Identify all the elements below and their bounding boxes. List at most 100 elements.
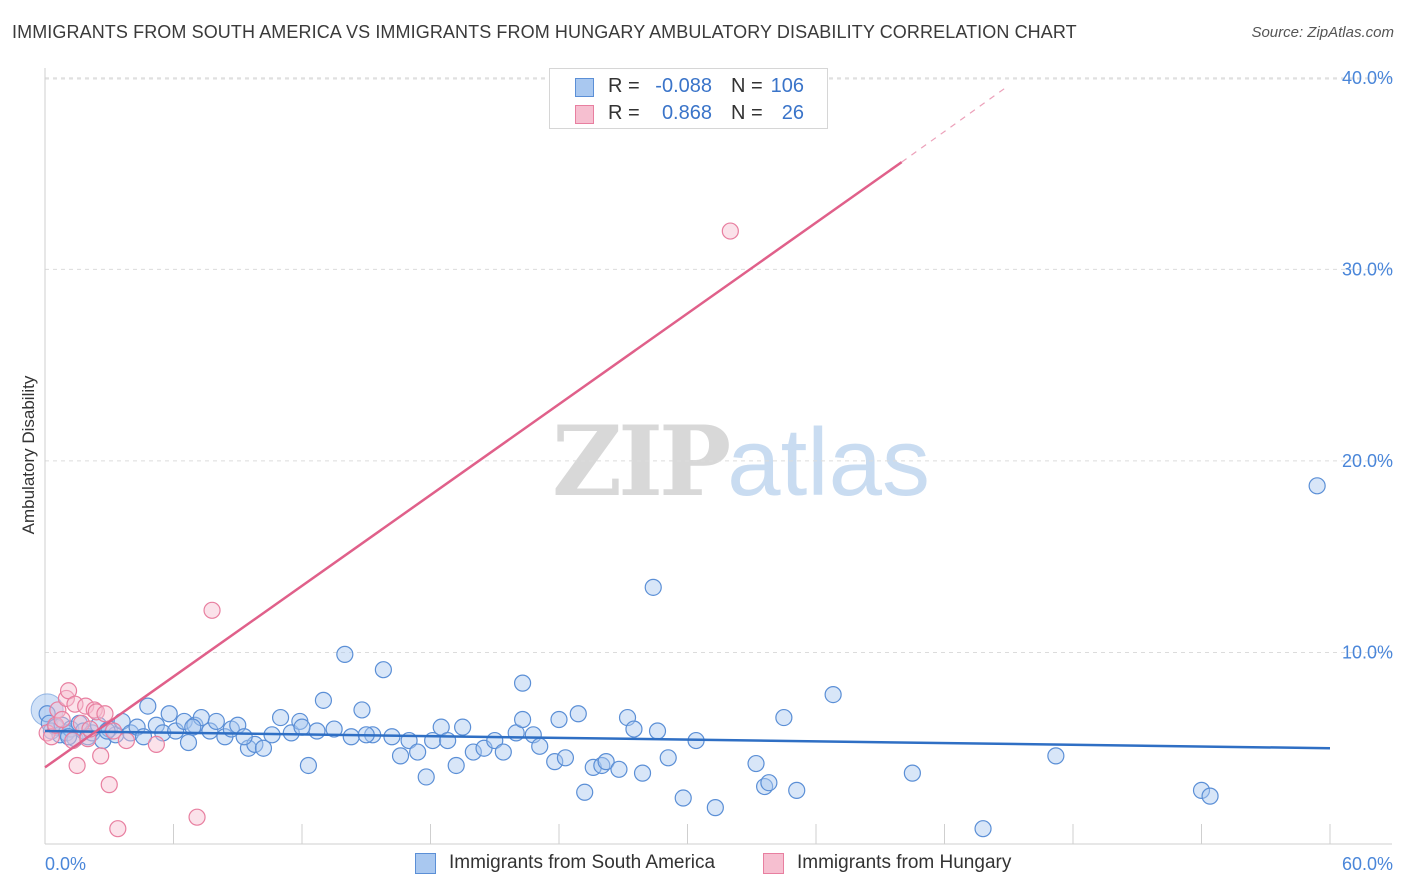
data-point (77, 697, 95, 715)
data-point (454, 718, 472, 736)
data-point (569, 705, 587, 723)
pink-swatch (763, 853, 784, 874)
data-point (391, 747, 410, 765)
x-tick-label: 0.0% (45, 854, 86, 874)
legend-r-label: R = (608, 75, 640, 97)
data-point (325, 720, 343, 738)
data-point (68, 756, 86, 775)
data-point (1308, 477, 1326, 495)
y-tick-label: 20.0% (1342, 451, 1393, 471)
legend-n-value: 26 (781, 102, 804, 124)
data-point (207, 712, 225, 731)
data-point (139, 697, 157, 715)
y-axis-label: Ambulatory Disability (19, 375, 38, 534)
data-point (1201, 787, 1219, 805)
y-tick-label: 30.0% (1342, 259, 1393, 279)
data-point (788, 781, 806, 799)
x-tick-label: 60.0% (1342, 854, 1393, 874)
legend-item-south-america: Immigrants from South America (415, 850, 745, 878)
data-point (271, 708, 290, 727)
data-point (464, 743, 482, 761)
data-point (531, 737, 549, 755)
data-point (550, 710, 568, 729)
hungary-points (38, 222, 739, 838)
data-point (184, 718, 202, 736)
tick-labels: 10.0% 20.0% 30.0% 40.0% 0.0% 60.0% Ambulatory … (19, 68, 1393, 874)
legend-label: Immigrants from South America (449, 852, 716, 873)
data-point (760, 774, 778, 792)
data-point (201, 722, 219, 740)
south-america-trend-line (44, 729, 1331, 750)
legend-row-south-america: R = -0.088 N = 106 (550, 74, 827, 102)
legend-item-hungary: Immigrants from Hungary (763, 850, 1043, 878)
data-point (974, 820, 992, 838)
legend-row-hungary: R = 0.868 N = 26 (550, 101, 827, 129)
axes (44, 68, 1392, 845)
data-point (293, 718, 311, 736)
data-point (282, 724, 300, 742)
data-point (160, 705, 178, 723)
legend-label: Immigrants from Hungary (797, 852, 1012, 873)
data-point (100, 776, 118, 794)
data-point (167, 722, 185, 740)
data-point (49, 701, 67, 719)
data-point (336, 645, 354, 663)
data-point (314, 691, 333, 709)
grid-lines (45, 77, 1392, 653)
data-point (235, 728, 253, 746)
legend-n-label: N = (731, 75, 763, 97)
data-point (1192, 781, 1211, 799)
data-point (66, 695, 84, 713)
legend-n-label: N = (731, 102, 763, 124)
data-point (903, 764, 921, 782)
south-america-points (30, 477, 1326, 838)
data-point (747, 754, 765, 773)
data-point (1047, 747, 1065, 765)
data-point (513, 674, 532, 692)
data-point (439, 731, 457, 750)
data-point (597, 753, 615, 771)
data-point (179, 733, 198, 752)
data-point (203, 601, 221, 619)
data-point (64, 731, 82, 750)
data-point (353, 701, 371, 719)
blue-swatch (415, 853, 436, 874)
data-point (706, 799, 724, 817)
hungary-trend-line (44, 161, 903, 769)
data-point (299, 756, 318, 775)
data-point (659, 749, 677, 767)
data-point (625, 720, 643, 738)
data-point (633, 764, 652, 782)
data-point (175, 712, 193, 731)
data-point (513, 710, 532, 729)
pink-swatch (575, 105, 594, 124)
data-point (147, 735, 165, 754)
trend-lines (44, 85, 1331, 769)
data-point (96, 705, 114, 723)
legend-r-value: -0.088 (655, 75, 712, 97)
data-point (188, 808, 206, 826)
source-label: Source: ZipAtlas.com (1251, 24, 1394, 41)
data-point (674, 789, 692, 807)
data-point (721, 222, 739, 240)
data-point (447, 756, 465, 775)
data-point (556, 749, 575, 767)
legend-n-value: 106 (770, 75, 804, 97)
data-point (109, 820, 127, 838)
data-point (610, 760, 628, 778)
data-point (374, 661, 392, 679)
data-point (117, 731, 135, 750)
data-point (494, 743, 512, 761)
data-point (342, 728, 360, 746)
y-tick-label: 10.0% (1342, 642, 1393, 662)
data-point (409, 743, 427, 761)
correlation-legend: R = -0.088 N = 106 R = 0.868 N = 26 (549, 68, 828, 129)
data-point (644, 578, 662, 596)
y-tick-label: 40.0% (1342, 68, 1393, 88)
chart-title: IMMIGRANTS FROM SOUTH AMERICA VS IMMIGRA… (12, 22, 1077, 42)
legend-r-value: 0.868 (661, 102, 712, 124)
data-point (576, 783, 594, 801)
hungary-trend-extension (901, 85, 1010, 163)
data-point (775, 708, 793, 727)
